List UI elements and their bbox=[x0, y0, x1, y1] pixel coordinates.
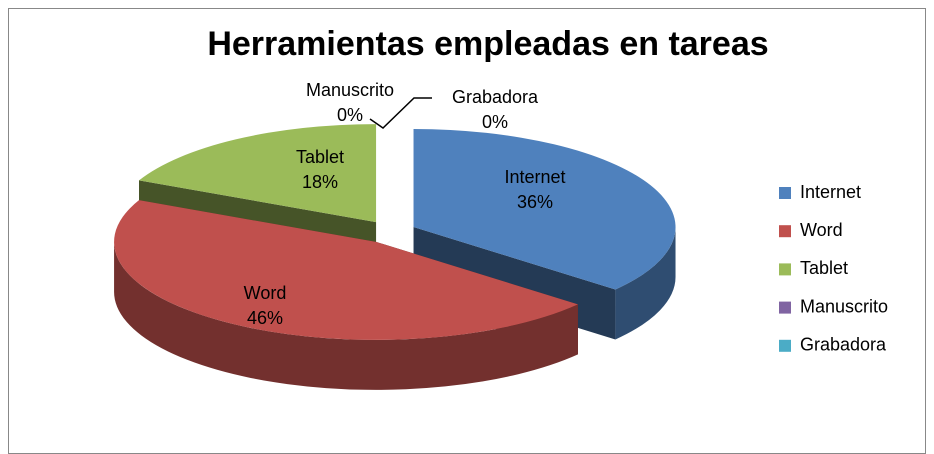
legend-swatch bbox=[779, 339, 791, 352]
legend-label: Grabadora bbox=[800, 335, 887, 355]
slice bbox=[413, 129, 676, 290]
data-label-value: 0% bbox=[337, 105, 363, 125]
legend: Internet Word Tablet Manuscrito Grabadora bbox=[779, 182, 888, 355]
slice bbox=[139, 124, 377, 223]
chart-title: Herramientas empleadas en tareas bbox=[207, 25, 768, 63]
data-label-name: Tablet bbox=[296, 147, 344, 167]
legend-swatch bbox=[779, 187, 791, 199]
data-label-name: Word bbox=[244, 283, 287, 303]
legend-swatch bbox=[779, 225, 791, 238]
legend-label: Internet bbox=[800, 182, 861, 202]
legend-swatch bbox=[779, 263, 791, 276]
slice-outer-side bbox=[114, 241, 578, 390]
data-label-name: Grabadora bbox=[452, 87, 539, 107]
data-label-name: Manuscrito bbox=[306, 80, 394, 100]
leader-line bbox=[369, 97, 432, 129]
labels: Internet 36% Word 46% Tablet 18% Manuscrito 0% G… bbox=[244, 80, 566, 328]
legend-label: Tablet bbox=[800, 258, 848, 278]
data-label-value: 0% bbox=[482, 112, 508, 132]
data-label-value: 18% bbox=[302, 172, 338, 192]
legend-swatch bbox=[779, 301, 791, 314]
legend-label: Manuscrito bbox=[800, 296, 888, 316]
slice-outer-side bbox=[615, 227, 676, 340]
slice bbox=[114, 200, 578, 340]
data-label-value: 46% bbox=[247, 308, 283, 328]
data-label-value: 36% bbox=[517, 192, 553, 212]
data-label-name: Internet bbox=[504, 167, 565, 187]
legend-label: Word bbox=[800, 220, 843, 240]
pie bbox=[114, 124, 676, 390]
